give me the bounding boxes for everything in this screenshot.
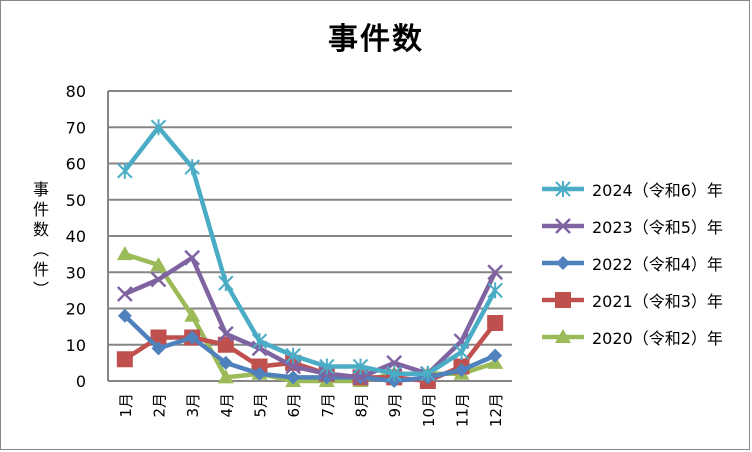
legend-item: 2021（令和3）年 [540, 281, 723, 318]
y-axis-label-char: 事 [32, 180, 49, 199]
y-tick-label: 10 [66, 336, 86, 355]
diamond-marker-icon [542, 255, 584, 270]
y-axis-label-char: ︵ [32, 240, 49, 259]
x-tick-label: 1月 [117, 393, 135, 418]
y-tick-label: 40 [66, 227, 86, 246]
legend-item: 2024（令和6）年 [540, 170, 723, 207]
series-line [117, 308, 503, 388]
x-tick-label: 2月 [151, 393, 169, 418]
legend-label: 2024（令和6）年 [592, 180, 723, 200]
legend-label: 2020（令和2）年 [592, 328, 723, 348]
y-axis-label-char: 件 [32, 200, 49, 219]
star-marker-icon [542, 180, 584, 197]
x-tick-label: 4月 [218, 393, 236, 418]
legend-label: 2023（令和5）年 [592, 217, 723, 237]
legend-label: 2022（令和4）年 [592, 254, 723, 274]
x-tick-label: 9月 [386, 393, 404, 418]
chart-title: 事件数 [328, 22, 424, 57]
y-axis-label-char: 件 [32, 260, 49, 279]
x-marker-icon [542, 217, 584, 234]
y-tick-label: 50 [66, 191, 86, 210]
triangle-marker-icon [542, 328, 584, 343]
x-tick-label: 11月 [454, 393, 472, 427]
y-axis-label-char: 数 [32, 220, 49, 239]
x-tick-label: 3月 [184, 393, 202, 418]
x-tick-label: 6月 [285, 393, 303, 418]
legend-label: 2021（令和3）年 [592, 291, 723, 311]
y-tick-label: 30 [66, 263, 86, 282]
legend-item: 2023（令和5）年 [540, 207, 723, 244]
legend-item: 2022（令和4）年 [540, 244, 723, 281]
y-tick-label: 60 [66, 155, 86, 174]
x-tick-label: 12月 [487, 393, 505, 427]
legend-item: 2020（令和2）年 [540, 318, 723, 355]
square-marker-icon [542, 291, 584, 308]
x-tick-label: 8月 [353, 393, 371, 418]
x-tick-label: 5月 [252, 393, 270, 418]
y-axis-label-char: ︶ [32, 280, 49, 299]
x-tick-label: 7月 [319, 393, 337, 418]
y-tick-label: 0 [76, 372, 86, 391]
series-line [117, 119, 503, 382]
y-tick-label: 70 [66, 118, 86, 137]
legend: 2024（令和6）年 2023（令和5）年 2022（令和4）年 2021（令和3）年… [540, 170, 723, 355]
y-tick-label: 80 [66, 82, 86, 101]
y-axis-label: 事件数 ︵ 件 ︶ [30, 180, 52, 300]
x-tick-label: 10月 [420, 393, 438, 427]
y-tick-label: 20 [66, 300, 86, 319]
